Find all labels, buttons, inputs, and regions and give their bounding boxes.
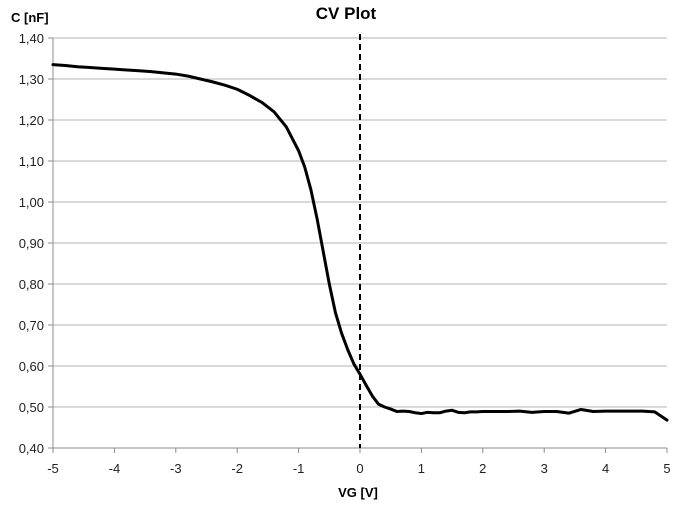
y-tick-label: 0,60 bbox=[19, 359, 44, 374]
x-tick-label: 0 bbox=[356, 461, 363, 476]
y-tick-label: 0,80 bbox=[19, 277, 44, 292]
x-tick-label: -4 bbox=[109, 461, 121, 476]
cv-curve bbox=[51, 63, 669, 422]
x-tick-label: 1 bbox=[418, 461, 425, 476]
y-tick-label: 0,70 bbox=[19, 318, 44, 333]
y-tick-label: 0,90 bbox=[19, 236, 44, 251]
x-tick-label: -5 bbox=[47, 461, 59, 476]
y-tick-label: 0,50 bbox=[19, 400, 44, 415]
y-tick-label: 1,40 bbox=[19, 31, 44, 46]
x-tick-label: 3 bbox=[541, 461, 548, 476]
x-tick-label: 2 bbox=[479, 461, 486, 476]
x-tick-label: 4 bbox=[602, 461, 609, 476]
y-tick-label: 1,00 bbox=[19, 195, 44, 210]
y-axis-title: C [nF] bbox=[11, 10, 49, 25]
y-tick-label: 1,30 bbox=[19, 72, 44, 87]
y-tick-label: 1,10 bbox=[19, 154, 44, 169]
y-tick-labels: 0,40 0,50 0,60 0,70 0,80 0,90 1,00 1,10 1,20 1,30… bbox=[19, 31, 44, 456]
y-tick-label: 0,40 bbox=[19, 441, 44, 456]
x-tick-labels: -5 -4 -3 -2 -1 0 1 2 3 4 5 bbox=[47, 461, 670, 476]
x-axis-title: VG [V] bbox=[338, 485, 378, 500]
x-tick-label: 5 bbox=[663, 461, 670, 476]
chart-title: CV Plot bbox=[316, 4, 377, 23]
x-tick-label: -2 bbox=[231, 461, 243, 476]
x-tick-label: -3 bbox=[170, 461, 182, 476]
y-tick-label: 1,20 bbox=[19, 113, 44, 128]
x-tick-label: -1 bbox=[293, 461, 305, 476]
